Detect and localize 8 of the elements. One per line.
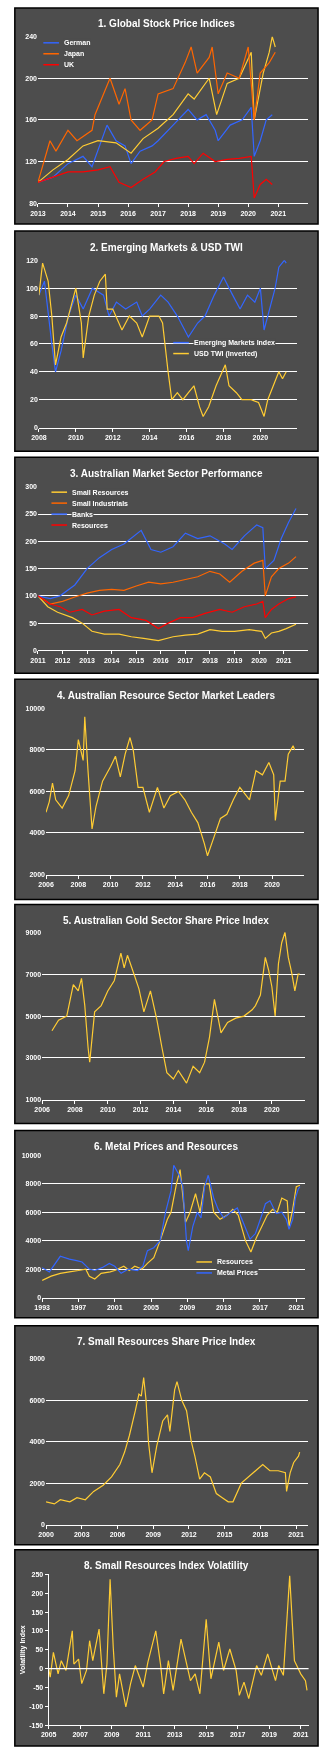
- chart-title: 8. Small Resources Index Volatility: [84, 1560, 249, 1571]
- chart-title: 5. Australian Gold Sector Share Price Index: [63, 915, 270, 926]
- chart-title: 1. Global Stock Price Indices: [98, 18, 236, 29]
- chart-title: 7. Small Resources Share Price Index: [77, 1336, 256, 1347]
- chart-title: 3. Australian Market Sector Performance: [70, 468, 263, 479]
- chart-title: 6. Metal Prices and Resources: [94, 1141, 239, 1152]
- chart-title: 2. Emerging Markets & USD TWI: [90, 242, 244, 253]
- chart-title: 4. Australian Resource Sector Market Leaders: [57, 690, 276, 701]
